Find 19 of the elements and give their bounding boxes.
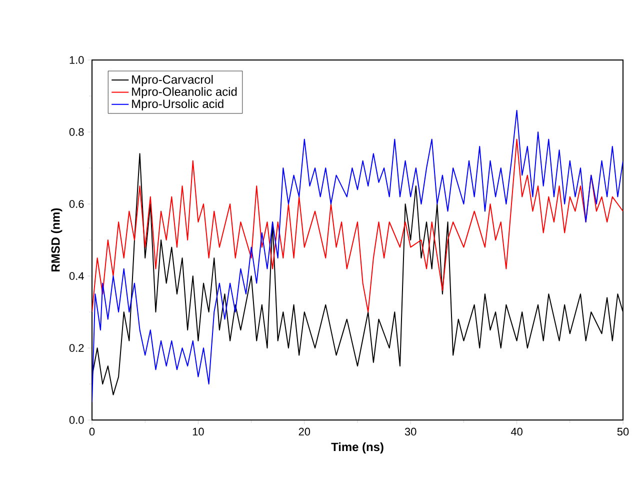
y-tick-label: 0.6 [69,200,84,208]
x-tick-label: 40 [510,428,522,436]
y-axis-title: RMSD (nm) [51,208,62,272]
y-tick-label: 0.2 [69,344,84,352]
legend-label: Mpro-Ursolic acid [132,99,224,110]
x-axis-title: Time (ns) [331,442,384,454]
x-tick-label: 10 [192,428,204,436]
x-tick-label: 50 [617,428,629,436]
y-tick-label: 0.0 [69,416,84,424]
legend-label: Mpro-Carvacrol [132,74,213,86]
legend-label: Mpro-Oleanolic acid [132,87,237,98]
line-series [92,138,624,312]
y-tick-label: 1.0 [70,56,84,64]
line-series [92,110,624,402]
x-tick-label: 0 [89,428,95,436]
x-tick-label: 30 [404,428,416,436]
y-tick-label: 0.8 [69,128,84,136]
x-tick-label: 20 [298,428,310,436]
y-tick-label: 0.4 [69,272,84,280]
